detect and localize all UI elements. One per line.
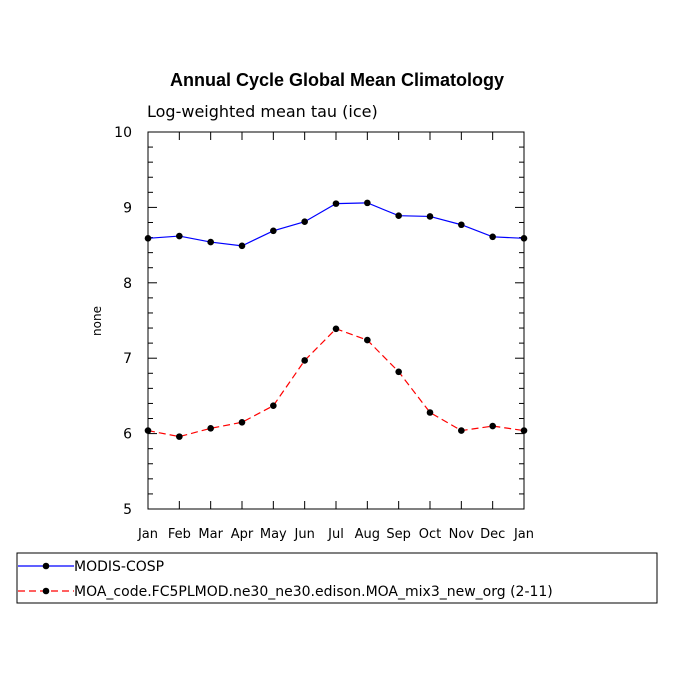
series-1-point [301,218,308,226]
series-1-point [458,221,465,229]
series-1-point [238,242,246,250]
y-tick-label: 6 [123,427,132,443]
x-tick-label: Jun [294,527,315,542]
x-tick-label: Apr [231,527,254,542]
y-axis-label: none [90,306,104,336]
x-tick-label: Dec [480,527,505,542]
series-1-point [270,227,277,235]
series-1-point [520,235,528,242]
series-2-point [176,433,183,440]
legend-marker-1 [42,562,50,570]
series-line-1 [147,202,525,247]
series-1-point [489,233,496,241]
series-2-point [426,409,434,416]
chart-title: Annual Cycle Global Mean Climatology [170,70,504,90]
x-tick-label: Nov [449,527,475,542]
series-1-point [332,200,340,207]
x-tick-label: Feb [168,527,191,542]
series-2-point [332,325,340,333]
x-tick-label: Jan [513,527,534,542]
series-2-point [489,422,496,430]
y-tick-label: 10 [114,125,132,141]
legend: MODIS-COSP MOA_code.FC5PLMOD.ne30_ne30.ed… [18,559,553,600]
series-1-point [395,212,402,219]
x-tick-labels: Jan Feb Mar Apr May Jun Jul Aug Sep Oct Nov Dec Jan [137,527,534,542]
legend-label-2: MOA_code.FC5PLMOD.ne30_ne30.edison.MOA_m… [74,584,553,600]
series-1-point [207,238,214,246]
chart-subtitle: Log-weighted mean tau (ice) [147,102,378,121]
series-group [144,199,528,440]
series-2-point [395,368,402,376]
x-tick-label: Sep [386,527,411,542]
series-2-point [364,336,371,344]
x-tick-label: Oct [419,527,441,542]
plot-frame [147,131,525,510]
x-tick-label: May [260,527,287,542]
legend-label-1: MODIS-COSP [74,559,164,575]
x-tick-label: Mar [198,527,223,542]
axis-ticks [147,131,525,510]
series-2-point [270,402,277,410]
legend-box [16,552,658,604]
x-tick-label: Jul [327,527,344,542]
y-tick-label: 9 [123,200,132,216]
series-line-2 [147,328,525,438]
series-2-point [301,357,308,364]
series-2-point [238,418,246,426]
series-1-point [176,232,183,240]
series-1-point [426,213,434,220]
series-2-point [458,427,465,434]
series-1-point [144,235,152,242]
x-tick-label: Aug [355,527,380,542]
y-tick-label: 7 [123,351,132,367]
y-tick-labels: 5 6 7 8 9 10 [114,125,132,518]
legend-marker-2 [42,587,50,595]
series-2-point [144,427,152,434]
y-tick-label: 5 [123,502,132,518]
series-2-point [207,425,214,432]
x-tick-label: Jan [137,527,158,542]
series-2-point [520,427,528,434]
series-1-point [364,199,371,207]
y-tick-label: 8 [123,276,132,292]
